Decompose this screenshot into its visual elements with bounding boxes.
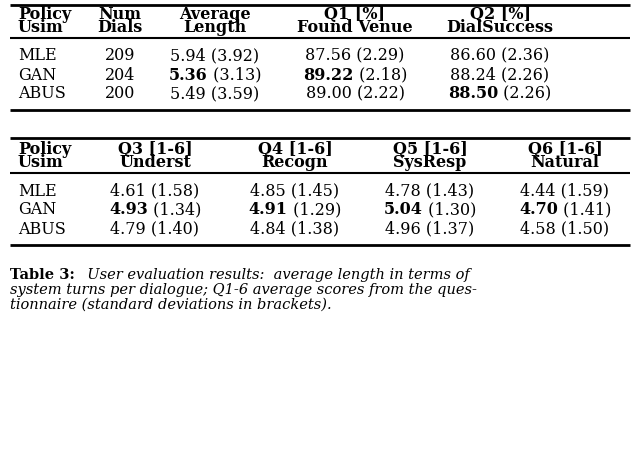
Text: Recogn: Recogn	[262, 154, 328, 171]
Text: GAN: GAN	[18, 201, 56, 219]
Text: 4.78 (1.43): 4.78 (1.43)	[385, 182, 475, 200]
Text: Q3 [1-6]: Q3 [1-6]	[118, 141, 192, 158]
Text: Length: Length	[184, 19, 246, 36]
Text: (3.13): (3.13)	[207, 67, 261, 83]
Text: system turns per dialogue; Q1-6 average scores from the ques-: system turns per dialogue; Q1-6 average …	[10, 283, 477, 297]
Text: (1.29): (1.29)	[288, 201, 341, 219]
Text: Policy: Policy	[18, 6, 71, 23]
Text: Dials: Dials	[97, 19, 143, 36]
Text: (1.34): (1.34)	[148, 201, 201, 219]
Text: Usim: Usim	[18, 154, 64, 171]
Text: Policy: Policy	[18, 141, 71, 158]
Text: 209: 209	[105, 48, 135, 64]
Text: tionnaire (standard deviations in brackets).: tionnaire (standard deviations in bracke…	[10, 298, 332, 312]
Text: 5.04: 5.04	[384, 201, 423, 219]
Text: 88.50: 88.50	[448, 86, 499, 102]
Text: 4.70: 4.70	[519, 201, 557, 219]
Text: 89.00 (2.22): 89.00 (2.22)	[305, 86, 404, 102]
Text: 87.56 (2.29): 87.56 (2.29)	[305, 48, 404, 64]
Text: Num: Num	[99, 6, 141, 23]
Text: Usim: Usim	[18, 19, 64, 36]
Text: 4.58 (1.50): 4.58 (1.50)	[520, 220, 609, 238]
Text: Natural: Natural	[531, 154, 600, 171]
Text: Underst: Underst	[119, 154, 191, 171]
Text: 4.44 (1.59): 4.44 (1.59)	[520, 182, 609, 200]
Text: 4.93: 4.93	[109, 201, 148, 219]
Text: 4.85 (1.45): 4.85 (1.45)	[250, 182, 340, 200]
Text: 204: 204	[105, 67, 135, 83]
Text: (2.26): (2.26)	[499, 86, 552, 102]
Text: 5.49 (3.59): 5.49 (3.59)	[170, 86, 260, 102]
Text: User evaluation results:  average length in terms of: User evaluation results: average length …	[78, 268, 470, 282]
Text: Q2 [%]: Q2 [%]	[470, 6, 531, 23]
Text: 4.91: 4.91	[249, 201, 288, 219]
Text: 200: 200	[105, 86, 135, 102]
Text: Average: Average	[179, 6, 251, 23]
Text: 4.84 (1.38): 4.84 (1.38)	[250, 220, 340, 238]
Text: Table 3:: Table 3:	[10, 268, 75, 282]
Text: MLE: MLE	[18, 48, 56, 64]
Text: 89.22: 89.22	[303, 67, 353, 83]
Text: 5.94 (3.92): 5.94 (3.92)	[170, 48, 260, 64]
Text: (2.18): (2.18)	[353, 67, 407, 83]
Text: (1.30): (1.30)	[423, 201, 476, 219]
Text: DialSuccess: DialSuccess	[447, 19, 554, 36]
Text: Found Venue: Found Venue	[297, 19, 413, 36]
Text: 86.60 (2.36): 86.60 (2.36)	[451, 48, 550, 64]
Text: Q4 [1-6]: Q4 [1-6]	[258, 141, 332, 158]
Text: 4.79 (1.40): 4.79 (1.40)	[111, 220, 200, 238]
Text: ABUS: ABUS	[18, 220, 66, 238]
Text: Q5 [1-6]: Q5 [1-6]	[392, 141, 467, 158]
Text: GAN: GAN	[18, 67, 56, 83]
Text: SysResp: SysResp	[394, 154, 467, 171]
Text: ABUS: ABUS	[18, 86, 66, 102]
Text: 4.61 (1.58): 4.61 (1.58)	[110, 182, 200, 200]
Text: 5.36: 5.36	[169, 67, 207, 83]
Text: 88.24 (2.26): 88.24 (2.26)	[451, 67, 550, 83]
Text: Q1 [%]: Q1 [%]	[324, 6, 385, 23]
Text: (1.41): (1.41)	[557, 201, 611, 219]
Text: 4.96 (1.37): 4.96 (1.37)	[385, 220, 475, 238]
Text: Q6 [1-6]: Q6 [1-6]	[527, 141, 602, 158]
Text: MLE: MLE	[18, 182, 56, 200]
